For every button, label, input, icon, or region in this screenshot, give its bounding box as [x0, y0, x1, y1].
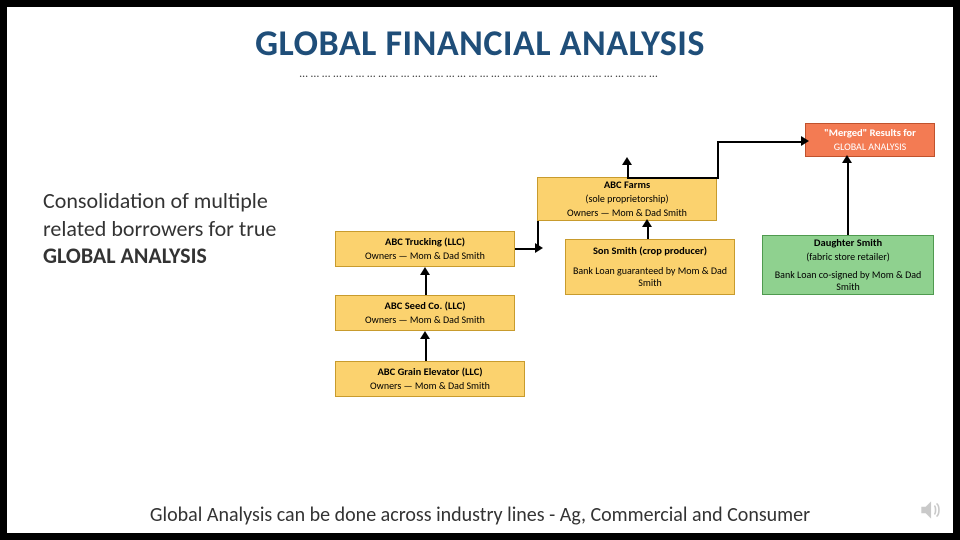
dotted-separator: ……………………………………………………………………………………: [7, 67, 953, 81]
box-line1: ABC Farms: [604, 179, 650, 192]
box-line2: Owners — Mom & Dad Smith: [365, 314, 485, 326]
arrow: [537, 221, 539, 249]
footer-text: Global Analysis can be done across indus…: [7, 503, 953, 527]
body-text: Consolidation of multiple related borrow…: [43, 187, 303, 270]
box-abc-trucking: ABC Trucking (LLC) Owners — Mom & Dad Sm…: [335, 231, 515, 267]
box-line3: Owners — Mom & Dad Smith: [567, 207, 687, 219]
box-daughter-smith: Daughter Smith (fabric store retailer) B…: [762, 235, 934, 295]
arrow: [717, 141, 719, 179]
box-line1: Son Smith (crop producer): [593, 245, 707, 258]
arrowhead-icon: [642, 219, 652, 227]
box-line1: "Merged" Results for: [824, 127, 916, 140]
arrowhead-icon: [420, 331, 430, 339]
box-merged-results: "Merged" Results for GLOBAL ANALYSIS: [805, 123, 935, 157]
arrow: [717, 141, 805, 143]
body-part1: Consolidation of multiple related borrow…: [43, 187, 276, 242]
box-line2: (sole proprietorship): [585, 193, 668, 205]
arrowhead-icon: [801, 136, 809, 146]
box-line1: ABC Grain Elevator (LLC): [377, 366, 482, 379]
arrow: [627, 177, 717, 179]
box-abc-grain: ABC Grain Elevator (LLC) Owners — Mom & …: [335, 361, 525, 397]
box-abc-seed: ABC Seed Co. (LLC) Owners — Mom & Dad Sm…: [335, 295, 515, 331]
box-line2: GLOBAL ANALYSIS: [834, 141, 906, 153]
box-line2: (fabric store retailer): [806, 251, 890, 263]
arrowhead-icon: [842, 155, 852, 163]
slide-title: GLOBAL FINANCIAL ANALYSIS: [7, 21, 953, 65]
body-part2: GLOBAL ANALYSIS: [43, 242, 207, 269]
box-line3: Bank Loan guaranteed by Mom & Dad Smith: [572, 265, 728, 289]
box-line1: ABC Trucking (LLC): [385, 236, 465, 249]
audio-speaker-icon[interactable]: [917, 497, 943, 523]
box-line2: Owners — Mom & Dad Smith: [365, 250, 485, 262]
box-line3: Bank Loan co-signed by Mom & Dad Smith: [769, 269, 927, 293]
slide-frame: GLOBAL FINANCIAL ANALYSIS ………………………………………: [0, 0, 960, 540]
flowchart-diagram: "Merged" Results for GLOBAL ANALYSIS ABC…: [307, 117, 947, 437]
box-line1: Daughter Smith: [814, 237, 882, 250]
box-line2: Owners — Mom & Dad Smith: [370, 380, 490, 392]
box-line1: ABC Seed Co. (LLC): [385, 300, 466, 313]
arrowhead-icon: [622, 157, 632, 165]
arrow: [847, 159, 849, 235]
arrow: [515, 248, 537, 250]
box-son-smith: Son Smith (crop producer) Bank Loan guar…: [565, 239, 735, 295]
arrowhead-icon: [420, 267, 430, 275]
box-abc-farms: ABC Farms (sole proprietorship) Owners —…: [537, 177, 717, 221]
